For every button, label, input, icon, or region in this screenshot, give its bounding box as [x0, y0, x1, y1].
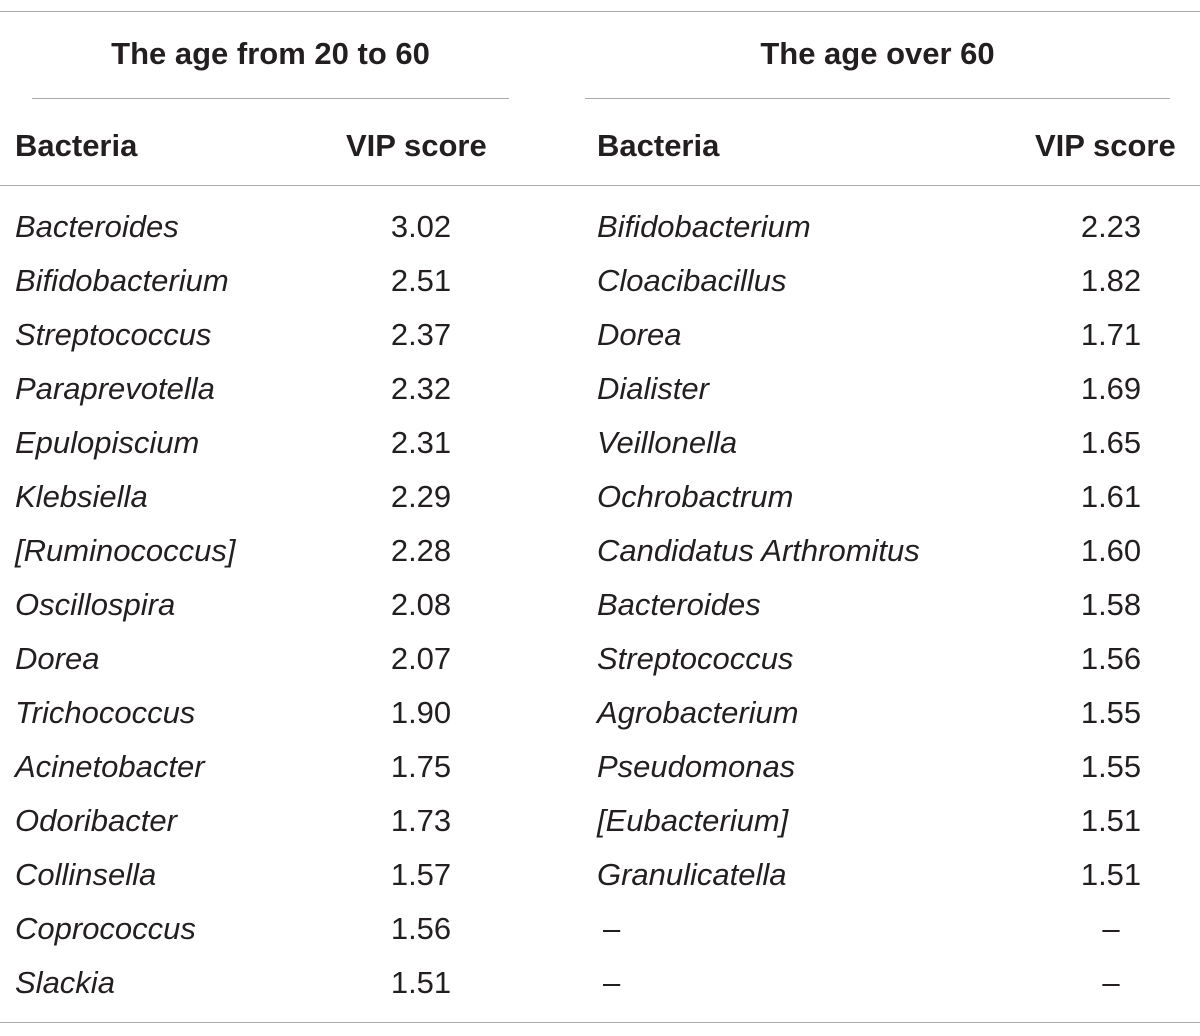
bacteria-cell-left: Collinsella — [15, 857, 157, 892]
bacteria-cell-left: Bacteroides — [15, 209, 179, 244]
table-row: [Ruminococcus] 2.28 Candidatus Arthromit… — [0, 524, 1200, 578]
vip-cell-right: 1.69 — [1080, 371, 1142, 406]
group-header-age-over-60: The age over 60 — [760, 36, 995, 71]
bacteria-cell-left: Epulopiscium — [15, 425, 200, 460]
group-rule-right — [585, 98, 1170, 99]
column-header-vip-left: VIP score — [346, 128, 487, 163]
vip-cell-right: 1.60 — [1080, 533, 1142, 568]
vip-cell-right: 1.71 — [1080, 317, 1142, 352]
bacteria-cell-left: Bifidobacterium — [15, 263, 229, 298]
vip-cell-left: 2.07 — [390, 641, 452, 676]
bacteria-cell-right: Candidatus Arthromitus — [597, 533, 920, 568]
table-row: Klebsiella 2.29 Ochrobactrum 1.61 — [0, 470, 1200, 524]
bacteria-cell-right: Cloacibacillus — [597, 263, 787, 298]
bacteria-cell-left: Acinetobacter — [15, 749, 205, 784]
bacteria-cell-right-empty: – — [603, 911, 621, 946]
vip-cell-left: 2.28 — [390, 533, 452, 568]
table-row: Bacteroides 3.02 Bifidobacterium 2.23 — [0, 200, 1200, 254]
bacteria-cell-right: Bacteroides — [597, 587, 761, 622]
vip-cell-right-empty: – — [1102, 911, 1120, 946]
vip-cell-left: 1.56 — [390, 911, 452, 946]
vip-cell-left: 1.73 — [390, 803, 452, 838]
table-row: Slackia 1.51 – – — [0, 956, 1200, 1010]
table-top-rule — [0, 11, 1200, 12]
bacteria-cell-right: Ochrobactrum — [597, 479, 794, 514]
table-row: Acinetobacter 1.75 Pseudomonas 1.55 — [0, 740, 1200, 794]
bacteria-cell-left: Oscillospira — [15, 587, 176, 622]
vip-cell-left: 2.37 — [390, 317, 452, 352]
bacteria-cell-left: Odoribacter — [15, 803, 177, 838]
table-row: Coprococcus 1.56 – – — [0, 902, 1200, 956]
vip-cell-left: 2.51 — [390, 263, 452, 298]
column-header-vip-right: VIP score — [1035, 128, 1176, 163]
vip-cell-left: 2.29 — [390, 479, 452, 514]
table-body: Bacteroides 3.02 Bifidobacterium 2.23 Bi… — [0, 200, 1200, 1010]
bacteria-cell-right: Bifidobacterium — [597, 209, 811, 244]
bacteria-cell-left: Streptococcus — [15, 317, 212, 352]
vip-cell-right: 1.55 — [1080, 749, 1142, 784]
bacteria-cell-right: Dorea — [597, 317, 682, 352]
vip-cell-right: 1.55 — [1080, 695, 1142, 730]
group-rule-left — [32, 98, 509, 99]
bacteria-cell-left: Trichococcus — [15, 695, 196, 730]
vip-cell-right: 1.61 — [1080, 479, 1142, 514]
vip-cell-right: 1.51 — [1080, 857, 1142, 892]
table-row: Bifidobacterium 2.51 Cloacibacillus 1.82 — [0, 254, 1200, 308]
table-bottom-rule — [0, 1022, 1200, 1023]
column-header-rule — [0, 185, 1200, 186]
vip-cell-left: 2.31 — [390, 425, 452, 460]
bacteria-cell-right: [Eubacterium] — [597, 803, 789, 838]
vip-cell-left: 1.75 — [390, 749, 452, 784]
vip-cell-left: 2.08 — [390, 587, 452, 622]
bacteria-cell-left: Coprococcus — [15, 911, 196, 946]
vip-cell-left: 2.32 — [390, 371, 452, 406]
bacteria-cell-right-empty: – — [603, 965, 621, 1000]
column-header-bacteria-left: Bacteria — [15, 128, 138, 163]
vip-cell-left: 1.57 — [390, 857, 452, 892]
bacteria-cell-left: Slackia — [15, 965, 115, 1000]
group-header-age-20-60: The age from 20 to 60 — [111, 36, 430, 71]
vip-cell-left: 3.02 — [390, 209, 452, 244]
bacteria-cell-left: Dorea — [15, 641, 100, 676]
bacteria-cell-right: Agrobacterium — [597, 695, 799, 730]
table-row: Dorea 2.07 Streptococcus 1.56 — [0, 632, 1200, 686]
table-row: Odoribacter 1.73 [Eubacterium] 1.51 — [0, 794, 1200, 848]
bacteria-cell-right: Streptococcus — [597, 641, 794, 676]
bacteria-cell-right: Veillonella — [597, 425, 738, 460]
vip-cell-right: 2.23 — [1080, 209, 1142, 244]
bacteria-cell-left: Klebsiella — [15, 479, 148, 514]
vip-cell-right: 1.51 — [1080, 803, 1142, 838]
vip-cell-left: 1.90 — [390, 695, 452, 730]
bacteria-cell-left: Paraprevotella — [15, 371, 215, 406]
table-row: Epulopiscium 2.31 Veillonella 1.65 — [0, 416, 1200, 470]
vip-cell-left: 1.51 — [390, 965, 452, 1000]
vip-cell-right: 1.82 — [1080, 263, 1142, 298]
column-header-bacteria-right: Bacteria — [597, 128, 720, 163]
vip-cell-right: 1.58 — [1080, 587, 1142, 622]
bacteria-cell-right: Granulicatella — [597, 857, 787, 892]
table-row: Oscillospira 2.08 Bacteroides 1.58 — [0, 578, 1200, 632]
table-row: Collinsella 1.57 Granulicatella 1.51 — [0, 848, 1200, 902]
vip-cell-right-empty: – — [1102, 965, 1120, 1000]
table-row: Trichococcus 1.90 Agrobacterium 1.55 — [0, 686, 1200, 740]
bacteria-cell-right: Dialister — [597, 371, 709, 406]
table-row: Streptococcus 2.37 Dorea 1.71 — [0, 308, 1200, 362]
table-row: Paraprevotella 2.32 Dialister 1.69 — [0, 362, 1200, 416]
bacteria-cell-left: [Ruminococcus] — [15, 533, 236, 568]
vip-cell-right: 1.56 — [1080, 641, 1142, 676]
vip-cell-right: 1.65 — [1080, 425, 1142, 460]
bacteria-cell-right: Pseudomonas — [597, 749, 796, 784]
